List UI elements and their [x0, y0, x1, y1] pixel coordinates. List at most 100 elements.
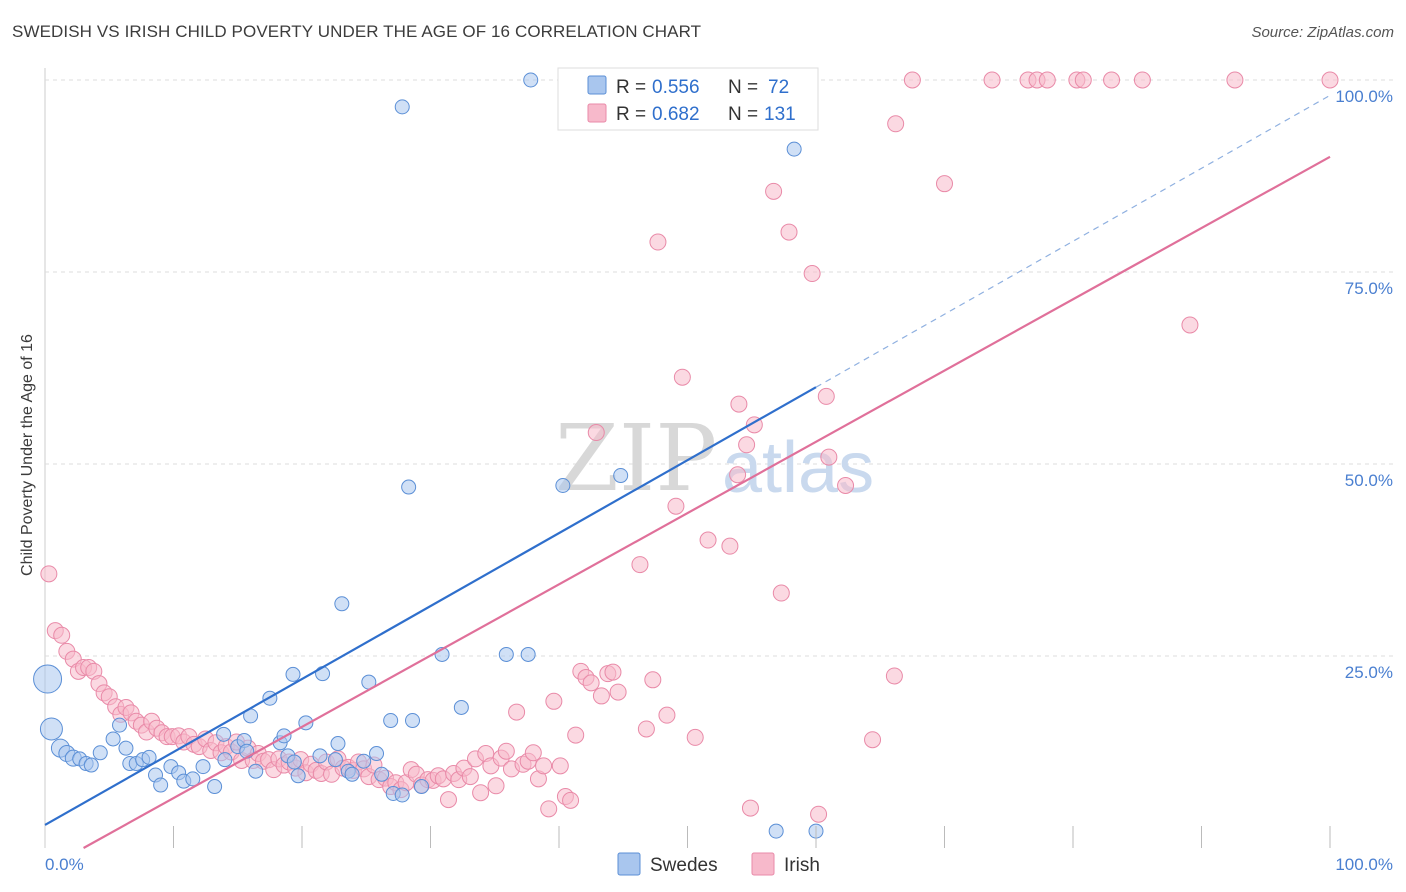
legend-swedes-n-label: N =: [728, 77, 758, 98]
swedes-point: [330, 736, 346, 752]
irish-point: [686, 728, 704, 746]
watermark-zip: ZIP: [555, 405, 717, 512]
legend-swedes-r-label: R =: [616, 77, 646, 98]
irish-point: [673, 368, 691, 386]
irish-point: [885, 667, 903, 685]
swedes-point: [401, 479, 417, 495]
swedes-point: [286, 754, 302, 770]
irish-point: [887, 115, 905, 133]
y-tick-label: 50.0%: [1345, 471, 1393, 490]
irish-point: [820, 448, 838, 466]
swedes-point: [315, 666, 331, 682]
swedes-point: [374, 766, 390, 782]
swedes-point: [105, 731, 121, 747]
swedes-point: [118, 740, 134, 756]
bottom-legend: Swedes Irish: [617, 852, 820, 876]
swedes-point: [39, 717, 63, 741]
swedes-point: [33, 664, 63, 694]
irish-point: [461, 768, 479, 786]
irish-point: [644, 671, 662, 689]
swedes-point: [453, 699, 469, 715]
swedes-point: [92, 745, 108, 761]
irish-point: [487, 777, 505, 795]
legend-irish-n-label: N =: [728, 104, 758, 125]
legend-swedes-n-value: 72: [768, 77, 789, 98]
swedes-point: [185, 771, 201, 787]
irish-point: [699, 531, 717, 549]
legend-box: R = 0.556 N = 72 R = 0.682 N = 131: [557, 67, 819, 131]
legend-swatch-irish: [587, 103, 607, 123]
swedes-point: [523, 72, 539, 88]
swedes-point: [217, 752, 233, 768]
x-tick-label: 0.0%: [45, 855, 84, 874]
irish-point: [497, 742, 515, 760]
irish-point: [1103, 71, 1121, 89]
irish-point: [738, 436, 756, 454]
swedes-point: [555, 478, 571, 494]
chart-title: SWEDISH VS IRISH CHILD POVERTY UNDER THE…: [12, 22, 702, 41]
irish-point: [631, 556, 649, 574]
swedes-point: [414, 779, 430, 795]
irish-point: [637, 720, 655, 738]
irish-point: [535, 757, 553, 775]
irish-point: [53, 626, 71, 644]
y-tick-label: 100.0%: [1335, 87, 1393, 106]
irish-point: [903, 71, 921, 89]
bottom-legend-swatch-irish: [751, 852, 775, 876]
irish-point: [524, 744, 542, 762]
swedes-point: [327, 752, 343, 768]
swedes-point: [285, 666, 301, 682]
irish-point: [772, 584, 790, 602]
swedes-trendline-extension: [815, 94, 1331, 388]
swedes-point: [239, 743, 255, 759]
swedes-point: [498, 646, 514, 662]
swedes-point: [383, 713, 399, 729]
irish-point: [1074, 71, 1092, 89]
legend-swedes-r-value: 0.556: [652, 77, 700, 98]
axis-ticks: 0.0% 100.0% 25.0% 50.0% 75.0% 100.0%: [45, 87, 1393, 874]
irish-point: [1226, 71, 1244, 89]
swedes-point: [334, 596, 350, 612]
irish-point: [567, 726, 585, 744]
irish-point: [40, 565, 58, 583]
swedes-point: [613, 468, 629, 484]
irish-point: [551, 757, 569, 775]
irish-point: [508, 703, 526, 721]
irish-point: [1133, 71, 1151, 89]
irish-point: [741, 799, 759, 817]
irish-point: [658, 706, 676, 724]
swedes-point: [405, 713, 421, 729]
irish-point: [730, 395, 748, 413]
swedes-point: [216, 726, 232, 742]
swedes-point: [112, 717, 128, 733]
swedes-point: [786, 141, 802, 157]
swedes-point: [195, 759, 211, 775]
irish-point: [1181, 316, 1199, 334]
irish-point: [587, 424, 605, 442]
bottom-legend-swatch-swedes: [617, 852, 641, 876]
swedes-point: [356, 753, 372, 769]
irish-point: [649, 233, 667, 251]
irish-point: [765, 182, 783, 200]
swedes-point: [344, 766, 360, 782]
irish-point: [472, 784, 490, 802]
swedes-point: [153, 777, 169, 793]
legend-swatch-swedes: [587, 75, 607, 95]
irish-point: [545, 692, 563, 710]
swedes-point: [290, 768, 306, 784]
trend-lines: [44, 94, 1331, 849]
swedes-point: [312, 748, 328, 764]
irish-point: [439, 791, 457, 809]
irish-point: [592, 687, 610, 705]
irish-point: [604, 663, 622, 681]
swedes-point: [248, 763, 264, 779]
gridlines: [44, 68, 1395, 848]
irish-point: [780, 223, 798, 241]
irish-point: [837, 477, 855, 495]
irish-point: [667, 497, 685, 515]
irish-point: [1321, 71, 1339, 89]
irish-point: [1038, 71, 1056, 89]
swedes-point: [394, 99, 410, 115]
irish-point: [582, 674, 600, 692]
